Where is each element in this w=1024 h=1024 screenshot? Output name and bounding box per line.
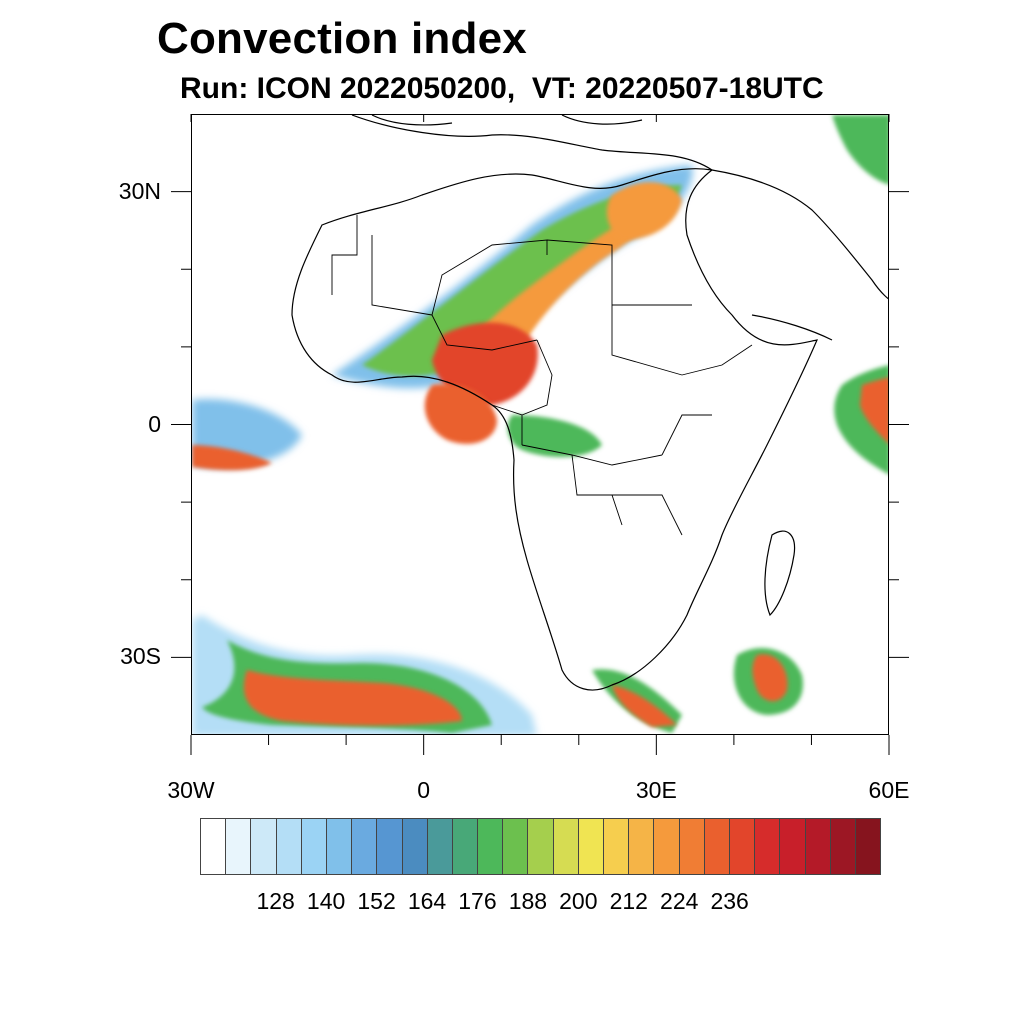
colorbar-cell [604, 819, 630, 874]
colorbar-cell [855, 819, 881, 874]
shade-sw-indian-red [752, 654, 788, 702]
colorbar-label: 188 [508, 888, 548, 914]
colorbar-cell [679, 819, 705, 874]
colorbar-cell [654, 819, 680, 874]
shade-south-atlantic-red [243, 670, 462, 726]
shade-east-indian-red [860, 377, 888, 444]
convection-shading [192, 115, 888, 734]
colorbar-cell [326, 819, 353, 874]
colorbar-cell [402, 819, 428, 874]
shade-nigeria-core [432, 322, 538, 406]
shade-gulf-guinea [424, 384, 497, 444]
shade-arabia-top [832, 115, 888, 185]
colorbar-label: 176 [458, 888, 497, 914]
colorbar-cell [478, 819, 504, 874]
colorbar-cell [830, 819, 856, 874]
x-tick-label: 30E [635, 777, 677, 803]
coastlines [291, 115, 888, 691]
colorbar-cell [805, 819, 831, 874]
colorbar-cell [503, 819, 529, 874]
colorbar-cell [201, 819, 227, 874]
mediterranean-coast [351, 115, 713, 171]
europe-coast [371, 115, 643, 126]
chart-title: Convection index [157, 14, 527, 63]
colorbar-label: 236 [710, 888, 749, 914]
africa-outline [291, 168, 819, 691]
shade-egypt [606, 182, 682, 240]
x-tick-label: 30W [167, 777, 215, 803]
chart-subtitle: Run: ICON 2022050200, VT: 20220507-18UTC [180, 72, 824, 105]
colorbar-cell [528, 819, 554, 874]
colorbar-cell [629, 819, 655, 874]
convection-field-map [192, 115, 888, 734]
colorbar-cell [226, 819, 252, 874]
colorbar-cell [452, 819, 479, 874]
colorbar-cell [578, 819, 604, 874]
colorbar-cell [755, 819, 781, 874]
colorbar-cell [780, 819, 806, 874]
x-tick-label: 0 [417, 777, 431, 803]
colorbar-label: 128 [256, 888, 295, 914]
arabia [711, 169, 888, 341]
y-tick-label: 30S [120, 643, 161, 670]
colorbar-cell [301, 819, 327, 874]
colorbar-cell [352, 819, 378, 874]
colorbar-cell [251, 819, 277, 874]
colorbar-label: 200 [559, 888, 598, 914]
madagascar [764, 530, 796, 617]
y-tick-label: 30N [118, 177, 161, 204]
colorbar-cell [377, 819, 403, 874]
colorbar-label: 224 [660, 888, 699, 914]
colorbar-label: 164 [407, 888, 447, 914]
colorbar-label: 140 [306, 888, 346, 914]
map-panel [191, 114, 889, 735]
colorbar-label: 152 [357, 888, 396, 914]
colorbar-cell [427, 819, 453, 874]
y-tick-label: 0 [148, 410, 161, 437]
x-tick-label: 60E [868, 777, 910, 803]
shade-south-africa-red [612, 685, 677, 727]
colorbar-label: 212 [609, 888, 648, 914]
shade-eq-atlantic-core [192, 445, 272, 471]
colorbar-cell [276, 819, 302, 874]
colorbar-cell [553, 819, 579, 874]
shade-sahel-green [362, 185, 682, 377]
colorbar-cell [704, 819, 730, 874]
country-borders [331, 215, 753, 536]
colorbar-cell [729, 819, 756, 874]
colorbar [200, 818, 881, 875]
